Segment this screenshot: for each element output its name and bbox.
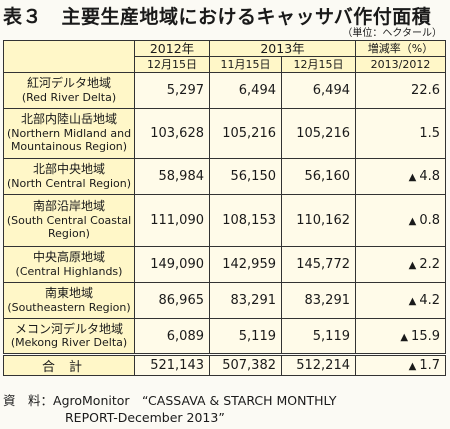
- rate-value: 4.2: [419, 293, 440, 308]
- rate-cell: ▲ 15.9: [355, 318, 446, 355]
- value-nov2013: 6,494: [209, 72, 282, 109]
- table-title: 表３ 主要生産地域におけるキャッサバ作付面積: [3, 6, 432, 28]
- value-v2012: 111,090: [134, 194, 210, 247]
- decrease-triangle-icon: ▲: [400, 331, 409, 343]
- table-body: 紅河デルタ地域 (Red River Delta) 5,297 6,494 6,494 2…: [3, 72, 446, 376]
- rate-value: 1.5: [419, 126, 440, 141]
- value-nov2013: 83,291: [209, 282, 282, 319]
- value-dec2013: 145,772: [281, 246, 356, 283]
- value-nov2013: 5,119: [209, 318, 282, 355]
- value-nov2013: 56,150: [209, 158, 282, 195]
- region-name-jp: 南東地域: [44, 286, 93, 300]
- region-cell: メコン河デルタ地域 (Mekong River Delta): [3, 318, 135, 355]
- value-v2012: 58,984: [134, 158, 210, 195]
- rate-value: 0.8: [419, 213, 440, 228]
- total-rate-cell: ▲ 1.7: [355, 353, 446, 376]
- region-name-jp: 紅河デルタ地域: [26, 76, 111, 90]
- region-cell: 中央高原地域 (Central Highlands): [3, 246, 135, 283]
- header-region-blank: [3, 40, 135, 73]
- decrease-triangle-icon: ▲: [408, 260, 417, 271]
- value-v2012: 6,089: [134, 318, 210, 355]
- region-name-en: (Northern Midland and Mountainous Region…: [6, 126, 132, 154]
- total-v2012: 521,143: [134, 353, 210, 376]
- region-cell: 北部内陸山岳地域 (Northern Midland and Mountainou…: [3, 108, 135, 159]
- rate-cell: ▲ 4.8: [355, 158, 446, 195]
- region-name-jp: 北部中央地域: [32, 162, 105, 176]
- region-name-en: (Central Highlands): [15, 264, 123, 278]
- source-line-1: AgroMonitor “CASSAVA & STARCH MONTHLY: [53, 393, 337, 408]
- decrease-triangle-icon: ▲: [408, 361, 417, 372]
- rate-cell: 1.5: [355, 108, 446, 159]
- value-v2012: 86,965: [134, 282, 210, 319]
- total-nov2013: 507,382: [209, 353, 282, 376]
- value-nov2013: 105,216: [209, 108, 282, 159]
- value-dec2013: 56,160: [281, 158, 356, 195]
- value-dec2013: 6,494: [281, 72, 356, 109]
- region-name-en: (Mekong River Delta): [10, 336, 128, 349]
- table-row: 南東地域 (Southeastern Region) 86,965 83,291 83,…: [3, 282, 446, 319]
- region-cell: 南東地域 (Southeastern Region): [3, 282, 135, 319]
- rate-value: 15.9: [411, 328, 440, 344]
- rate-cell: ▲ 0.8: [355, 194, 446, 247]
- value-nov2013: 142,959: [209, 246, 282, 283]
- value-v2012: 149,090: [134, 246, 210, 283]
- rate-cell: 22.6: [355, 72, 446, 109]
- header-rate-period: 2013/2012: [355, 56, 446, 73]
- source-note: 資 料：AgroMonitor “CASSAVA & STARCH MONTHL…: [3, 392, 336, 426]
- total-row: 合計 521,143 507,382 512,214 ▲ 1.7: [3, 353, 446, 376]
- total-dec2013: 512,214: [281, 353, 356, 376]
- table-row: 紅河デルタ地域 (Red River Delta) 5,297 6,494 6,494 2…: [3, 72, 446, 109]
- rate-value: 22.6: [411, 83, 440, 98]
- header-rate: 増減率（%）: [355, 40, 446, 57]
- value-dec2013: 105,216: [281, 108, 356, 159]
- region-name-jp: 南部沿岸地域: [32, 199, 105, 214]
- region-name-en: (North Central Region): [6, 176, 132, 190]
- region-name-en: (Red River Delta): [21, 90, 117, 104]
- value-nov2013: 108,153: [209, 194, 282, 247]
- region-name-en: (Southeastern Region): [7, 300, 131, 314]
- decrease-triangle-icon: ▲: [408, 172, 417, 183]
- rate-value: 2.2: [419, 257, 440, 272]
- source-label: 資 料：: [3, 393, 54, 408]
- rate-cell: ▲ 2.2: [355, 246, 446, 283]
- header-2012: 2012年: [134, 40, 210, 57]
- value-v2012: 5,297: [134, 72, 210, 109]
- value-v2012: 103,628: [134, 108, 210, 159]
- source-line-2: REPORT-December 2013”: [65, 410, 225, 425]
- rate-value: 4.8: [419, 169, 440, 184]
- table-row: 南部沿岸地域 (South Central Coastal Region) 111,…: [3, 194, 446, 247]
- table-row: 北部中央地域 (North Central Region) 58,984 56,150…: [3, 158, 446, 195]
- table-row: 北部内陸山岳地域 (Northern Midland and Mountainou…: [3, 108, 446, 159]
- region-name-jp: メコン河デルタ地域: [14, 321, 123, 336]
- value-dec2013: 110,162: [281, 194, 356, 247]
- header-date-nov-2013: 11月15日: [209, 56, 282, 73]
- total-label: 合計: [3, 353, 135, 376]
- header-date-2012: 12月15日: [134, 56, 210, 73]
- value-dec2013: 5,119: [281, 318, 356, 355]
- rate-cell: ▲ 4.2: [355, 282, 446, 319]
- table-row: 中央高原地域 (Central Highlands) 149,090 142,959 1…: [3, 246, 446, 283]
- decrease-triangle-icon: ▲: [408, 216, 417, 227]
- region-cell: 北部中央地域 (North Central Region): [3, 158, 135, 195]
- table-row: メコン河デルタ地域 (Mekong River Delta) 6,089 5,119 5…: [3, 318, 446, 355]
- region-name-jp: 北部内陸山岳地域: [20, 112, 117, 127]
- region-cell: 紅河デルタ地域 (Red River Delta): [3, 72, 135, 109]
- unit-note: （単位：ヘクタール）: [342, 28, 442, 39]
- header-date-dec-2013: 12月15日: [281, 56, 356, 73]
- decrease-triangle-icon: ▲: [408, 296, 417, 307]
- cassava-area-table: 2012年 2013年 増減率（%） 12月15日 11月15日 12月15日 …: [3, 40, 446, 376]
- region-cell: 南部沿岸地域 (South Central Coastal Region): [3, 194, 135, 247]
- total-rate-value: 1.7: [419, 358, 440, 373]
- value-dec2013: 83,291: [281, 282, 356, 319]
- header-2013: 2013年: [209, 40, 356, 57]
- region-name-jp: 中央高原地域: [32, 250, 105, 264]
- region-name-en: (South Central Coastal Region): [6, 213, 132, 241]
